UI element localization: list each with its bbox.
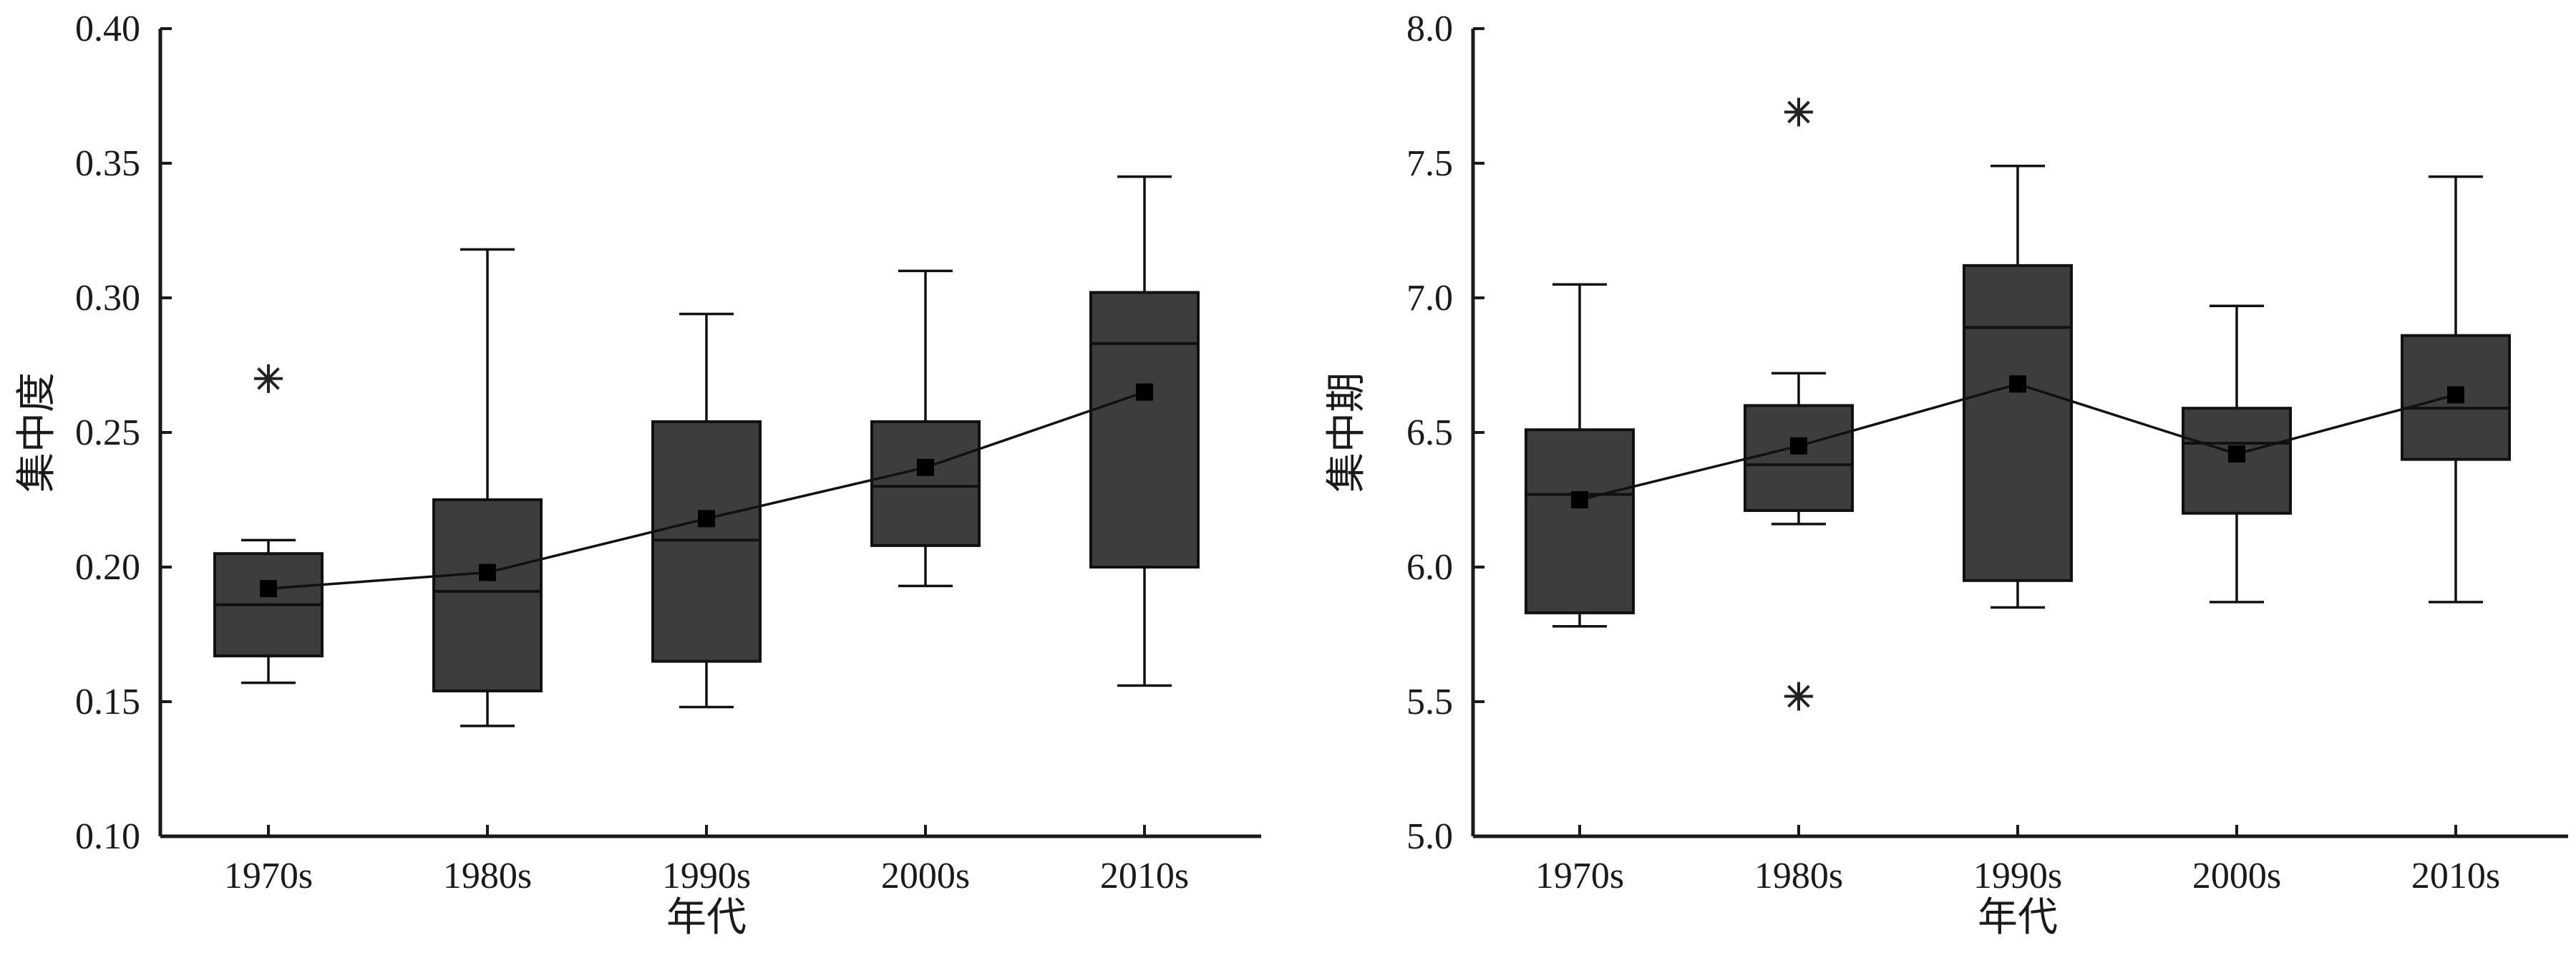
x-tick-label: 1970s: [1535, 856, 1624, 896]
y-tick-label: 7.5: [1406, 143, 1453, 184]
y-axis-title: 集中期: [1323, 372, 1370, 493]
outlier-stroke: [257, 367, 280, 390]
y-tick-label: 7.0: [1406, 278, 1453, 319]
left-chart-panel: 0.10 0.15 0.20 0.25 0.30 0.35 0.40 1970s 1980s 19…: [14, 9, 1261, 941]
y-tick-label: 0.25: [75, 412, 140, 453]
right-chart-panel: 5.0 5.5 6.0 6.5 7.0 7.5 8.0 1970s 1980s 1990s 2000…: [1323, 9, 2568, 941]
mean-marker: [479, 563, 496, 581]
box-1990s: [1963, 263, 2073, 582]
mean-marker: [2009, 375, 2026, 393]
mean-marker: [260, 580, 277, 598]
x-tick-label: 2000s: [2192, 856, 2281, 896]
mean-marker: [2228, 445, 2245, 463]
x-tick-label: 1980s: [1754, 856, 1843, 896]
x-tick-label: 2000s: [881, 856, 970, 896]
y-tick-label: 0.30: [75, 278, 140, 319]
x-tick-label: 1980s: [443, 856, 532, 896]
outlier-stroke: [1787, 100, 1810, 124]
box-2000s: [870, 420, 981, 547]
x-tick-label: 1970s: [224, 856, 313, 896]
y-tick-label: 0.35: [75, 143, 140, 184]
x-tick-label: 2010s: [2411, 856, 2500, 896]
x-tick-label: 2010s: [1100, 856, 1189, 896]
mean-marker: [1136, 383, 1153, 401]
mean-marker: [1571, 491, 1588, 508]
x-tick-label: 1990s: [1973, 856, 2062, 896]
y-tick-label: 8.0: [1406, 9, 1453, 49]
outlier-stroke: [1787, 684, 1810, 708]
box-1980s: [1744, 404, 1854, 513]
y-tick-label: 0.10: [75, 816, 140, 857]
box-1980s: [432, 498, 543, 692]
y-axis-title: 集中度: [14, 372, 60, 493]
y-tick-label: 0.40: [75, 9, 140, 49]
mean-marker: [2447, 386, 2464, 404]
mean-marker: [917, 458, 934, 476]
x-axis-title: 年代: [1978, 894, 2058, 941]
mean-marker: [1790, 437, 1807, 455]
y-tick-label: 0.20: [75, 547, 140, 588]
outlier-marker: [254, 364, 283, 393]
mean-marker: [698, 510, 715, 528]
y-tick-label: 6.5: [1406, 412, 1453, 453]
y-tick-label: 0.15: [75, 682, 140, 722]
box-1970s: [1525, 428, 1635, 614]
outlier-marker: [1784, 682, 1813, 711]
y-tick-label: 5.5: [1406, 682, 1453, 722]
x-axis-title: 年代: [666, 894, 747, 941]
x-tick-label: 1990s: [662, 856, 751, 896]
y-tick-label: 6.0: [1406, 547, 1453, 588]
box-2010s: [1089, 291, 1200, 569]
outlier-marker: [1784, 97, 1813, 127]
y-tick-label: 5.0: [1406, 816, 1453, 857]
